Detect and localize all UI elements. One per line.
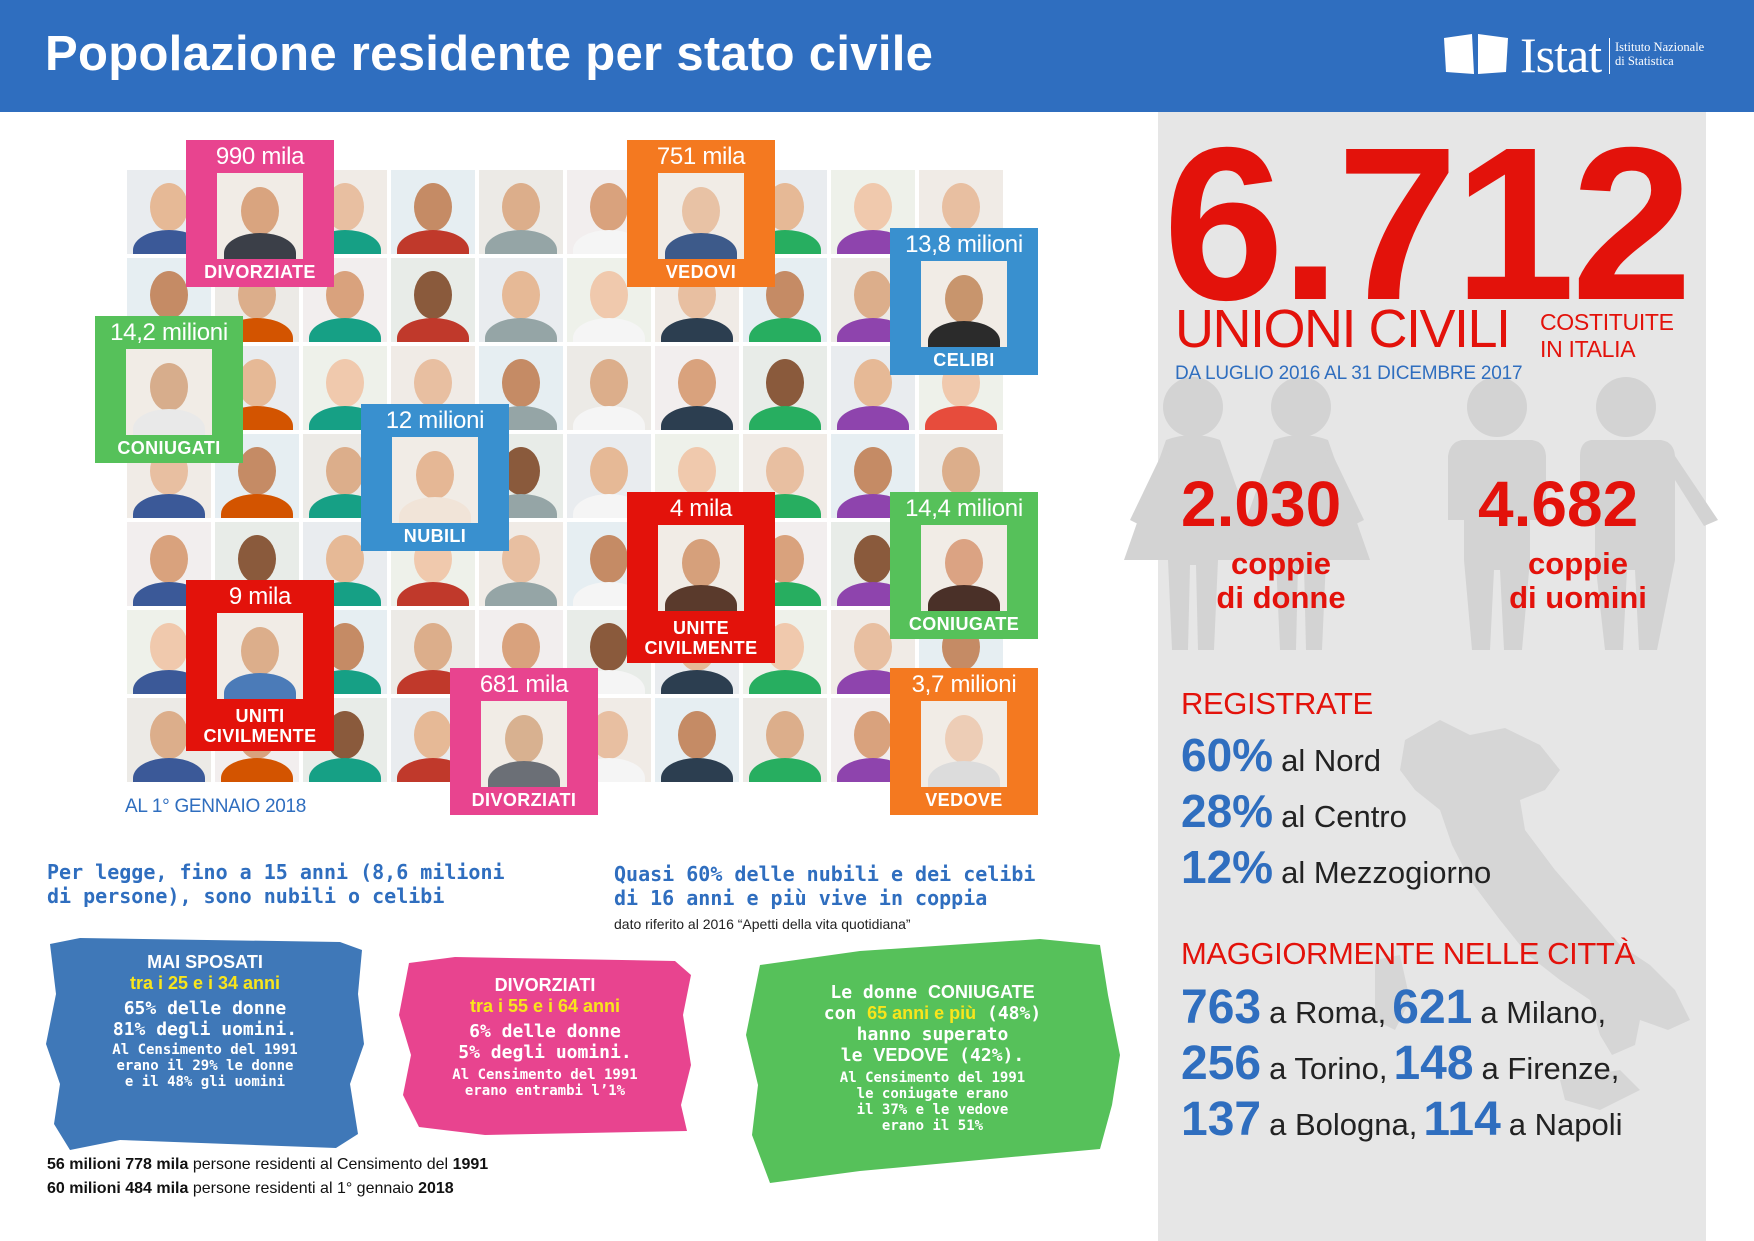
card-coniugate: 14,4 milioni CONIUGATE xyxy=(890,492,1038,639)
portrait-photo xyxy=(921,261,1007,347)
coppie-donne-label: coppie di donne xyxy=(1216,546,1346,615)
portrait-tile xyxy=(655,698,739,782)
registrate-heading: REGISTRATE xyxy=(1181,686,1373,721)
portrait-photo xyxy=(921,701,1007,787)
card-vedove: 3,7 milioni VEDOVE xyxy=(890,668,1038,815)
card-unite-civilmente: 4 mila UNITE CIVILMENTE xyxy=(627,492,775,663)
card-nubili: 12 milioni NUBILI xyxy=(361,404,509,551)
reference-date: AL 1° GENNAIO 2018 xyxy=(125,796,307,817)
registrate-row: 12% al Mezzogiorno xyxy=(1181,841,1492,893)
istat-logo: Istat Istituto Nazionale di Statistica xyxy=(1442,27,1717,83)
portrait-photo xyxy=(217,173,303,259)
citta-row: 256 a Torino, 148 a Firenze, xyxy=(1181,1037,1620,1090)
portrait-photo xyxy=(658,525,744,611)
brush-blue-background xyxy=(46,938,364,1150)
portrait-photo xyxy=(392,437,478,523)
portrait-tile xyxy=(743,346,827,430)
footer-censimento-1991: 56 milioni 778 mila persone residenti al… xyxy=(47,1156,489,1173)
unioni-civili-total: 6.712 xyxy=(1163,103,1693,346)
portrait-tile xyxy=(215,434,299,518)
registrate-row: 28% al Centro xyxy=(1181,785,1407,837)
portrait-tile xyxy=(831,170,915,254)
brush-pink-background xyxy=(399,957,691,1135)
portrait-tile xyxy=(567,258,651,342)
portrait-tile xyxy=(831,346,915,430)
citta-list: 763 a Roma, 621 a Milano, 256 a Torino, 148 a … xyxy=(1181,980,1629,1148)
man-silhouette-icon xyxy=(1596,377,1656,437)
period-label: DA LUGLIO 2016 AL 31 DICEMBRE 2017 xyxy=(1175,363,1523,384)
italy-map-icon xyxy=(1400,720,1690,1055)
portrait-tile xyxy=(743,258,827,342)
logo-subtitle: Istituto Nazionale di Statistica xyxy=(1615,40,1705,68)
portrait-tile xyxy=(567,434,651,518)
portrait-tile xyxy=(567,346,651,430)
footer-residenti-2018: 60 milioni 484 mila persone residenti al… xyxy=(47,1180,454,1197)
citta-row: 137 a Bologna, 114 a Napoli xyxy=(1181,1093,1623,1146)
woman-silhouette-icon xyxy=(1271,377,1331,437)
logo-separator xyxy=(1609,38,1610,74)
divorziati-block: DIVORZIATI tra i 55 e i 64 anni 6% delle… xyxy=(452,975,638,1099)
portrait-photo xyxy=(126,349,212,435)
portrait-tile xyxy=(743,698,827,782)
portrait-tile xyxy=(391,170,475,254)
portrait-tile xyxy=(303,258,387,342)
portrait-photo xyxy=(481,701,567,787)
registrate-row: 60% al Nord xyxy=(1181,729,1382,781)
source-note: dato riferito al 2016 “Apetti della vita… xyxy=(614,916,911,932)
card-celibi: 13,8 milioni CELIBI xyxy=(890,228,1038,375)
card-divorziate: 990 mila DIVORZIATE xyxy=(186,140,334,287)
portrait-tile xyxy=(479,258,563,342)
coppie-donne-number: 2.030 xyxy=(1181,468,1342,540)
portrait-photo xyxy=(658,173,744,259)
costituite-label: COSTITUITE IN ITALIA xyxy=(1540,309,1674,362)
coppie-uomini-number: 4.682 xyxy=(1478,468,1639,540)
citta-row: 763 a Roma, 621 a Milano, xyxy=(1181,981,1607,1034)
card-divorziati: 681 mila DIVORZIATI xyxy=(450,668,598,815)
book-logo-icon xyxy=(1444,34,1508,74)
woman-silhouette-icon xyxy=(1163,377,1223,437)
card-uniti-civilmente: 9 mila UNITI CIVILMENTE xyxy=(186,580,334,751)
note-nubili-celibi-legge: Per legge, fino a 15 anni (8,6 milioni d… xyxy=(47,860,505,908)
portrait-tile xyxy=(479,170,563,254)
portrait-photo xyxy=(921,525,1007,611)
brush-green-background xyxy=(746,939,1120,1183)
card-coniugati: 14,2 milioni CONIUGATI xyxy=(95,316,243,463)
coppie-uomini-label: coppie di uomini xyxy=(1509,546,1647,615)
coniugate-vedove-block: Le donne CONIUGATE con 65 anni e più (48… xyxy=(823,982,1042,1134)
logo-wordmark: Istat xyxy=(1520,27,1602,83)
page-title: Popolazione residente per stato civile xyxy=(45,27,934,81)
citta-heading: MAGGIORMENTE NELLE CITTÀ xyxy=(1181,936,1635,971)
portrait-tile xyxy=(391,258,475,342)
unioni-civili-title: UNIONI CIVILI xyxy=(1175,299,1511,359)
header-bar: Popolazione residente per stato civile I… xyxy=(0,0,1754,112)
man-silhouette-icon xyxy=(1467,377,1527,437)
portrait-tile xyxy=(655,346,739,430)
note-vive-in-coppia: Quasi 60% delle nubili e dei celibi di 1… xyxy=(614,862,1036,910)
portrait-photo xyxy=(217,613,303,699)
mai-sposati-block: MAI SPOSATI tra i 25 e i 34 anni 65% del… xyxy=(112,952,298,1090)
card-vedovi: 751 mila VEDOVI xyxy=(627,140,775,287)
